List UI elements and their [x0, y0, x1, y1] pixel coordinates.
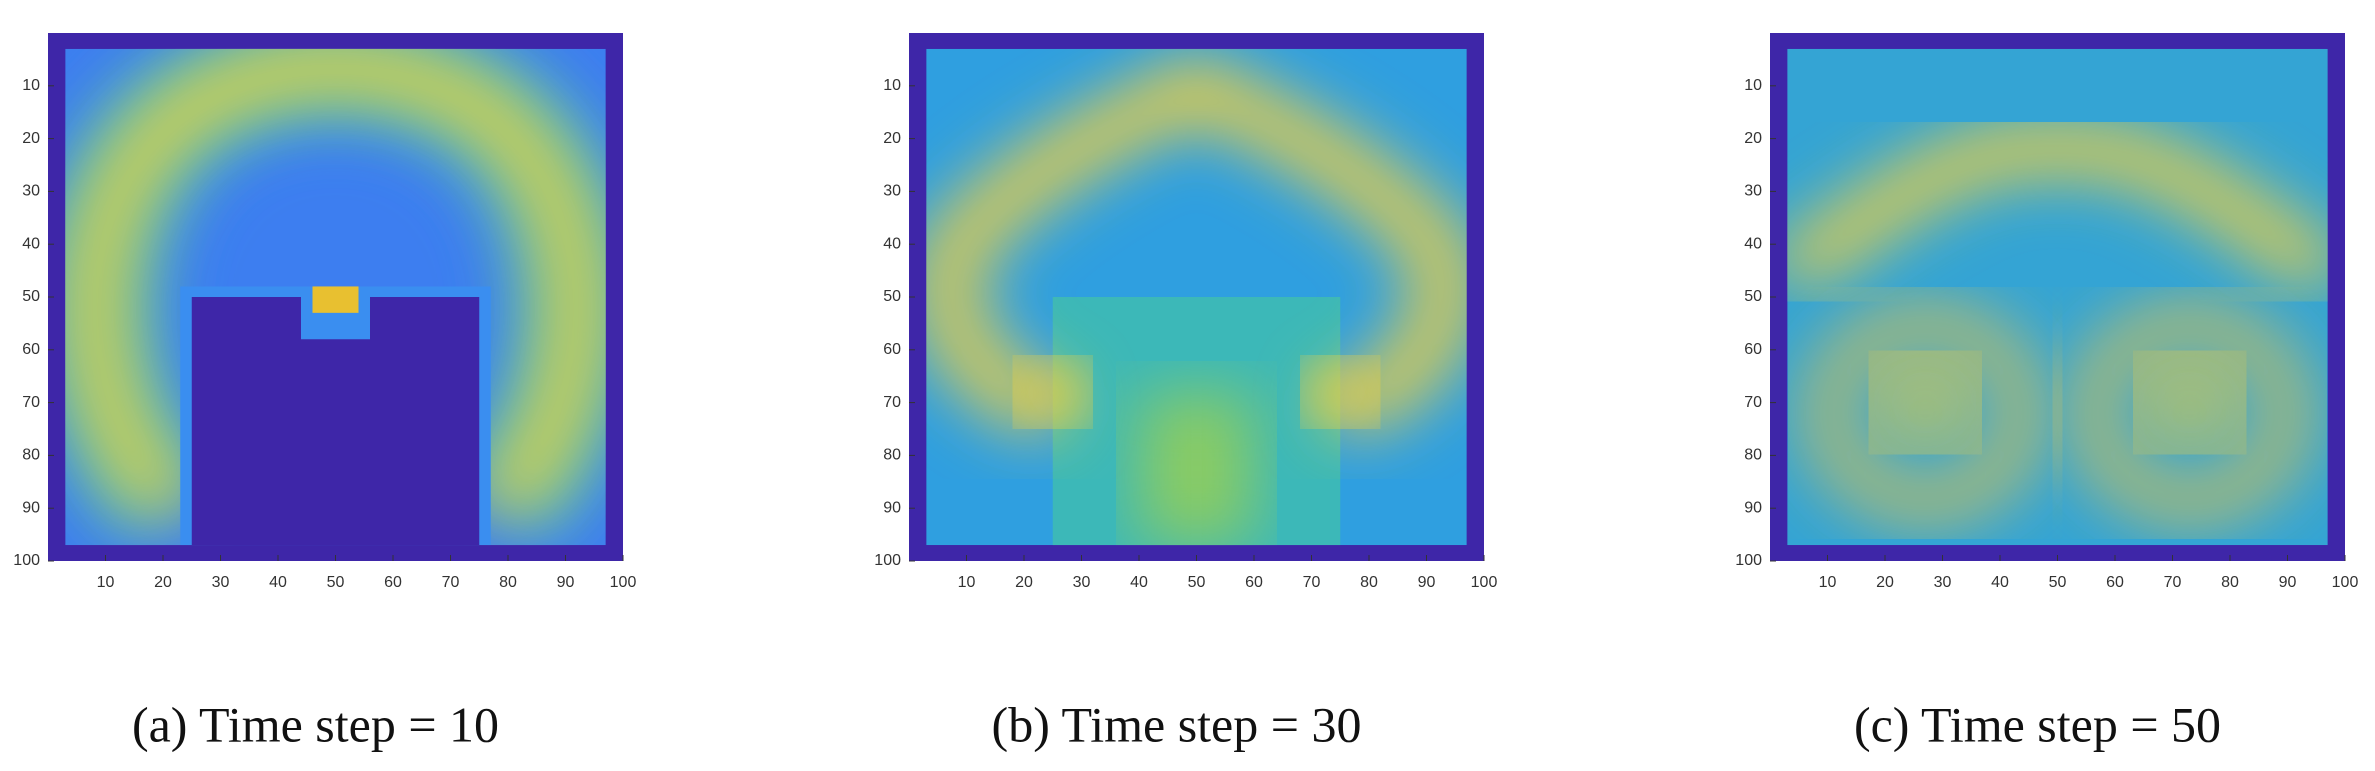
x-tick-label: 70	[2164, 574, 2182, 591]
x-tick-label: 80	[499, 574, 517, 591]
x-tick-label: 60	[2106, 574, 2124, 591]
y-tick-label: 10	[1744, 77, 1762, 94]
y-tick-label: 100	[1735, 552, 1762, 569]
y-tick-label: 60	[1744, 341, 1762, 358]
x-tick-label: 100	[610, 574, 637, 591]
y-tick-label: 50	[883, 288, 901, 305]
y-tick-label: 20	[883, 130, 901, 147]
y-tick-label: 90	[22, 499, 40, 516]
spiral	[1297, 352, 1384, 432]
x-tick-label: 60	[384, 574, 402, 591]
x-tick-label: 20	[154, 574, 172, 591]
x-tick-label: 90	[557, 574, 575, 591]
x-tick-label: 30	[1073, 574, 1091, 591]
spot	[312, 286, 359, 313]
x-tick-label: 100	[2332, 574, 2359, 591]
y-tick-label: 30	[22, 183, 40, 200]
x-tick-label: 40	[269, 574, 287, 591]
y-tick-label: 50	[1744, 288, 1762, 305]
x-tick-label: 80	[2221, 574, 2239, 591]
x-tick-label: 10	[97, 574, 115, 591]
y-tick-label: 40	[22, 235, 40, 252]
x-tick-label: 10	[1819, 574, 1837, 591]
x-tick-label: 80	[1360, 574, 1378, 591]
y-tick-label: 60	[22, 341, 40, 358]
x-tick-label: 100	[1471, 574, 1498, 591]
y-tick-label: 80	[883, 447, 901, 464]
y-tick-label: 40	[1744, 235, 1762, 252]
x-tick-label: 20	[1015, 574, 1033, 591]
y-tick-label: 70	[883, 394, 901, 411]
x-tick-label: 90	[2279, 574, 2297, 591]
heatmap	[926, 48, 1467, 546]
band	[68, 48, 603, 525]
x-tick-label: 50	[1188, 574, 1206, 591]
x-tick-label: 60	[1245, 574, 1263, 591]
x-tick-label: 70	[1303, 574, 1321, 591]
caption: (c) Time step = 50	[1854, 696, 2221, 752]
y-tick-label: 80	[1744, 447, 1762, 464]
y-tick-label: 80	[22, 447, 40, 464]
x-tick-label: 50	[2049, 574, 2067, 591]
y-tick-label: 70	[22, 394, 40, 411]
caption: (b) Time step = 30	[992, 696, 1362, 752]
caption: (a) Time step = 10	[132, 696, 499, 752]
band	[926, 55, 1467, 439]
spiral	[2135, 352, 2245, 453]
y-tick-label: 10	[22, 77, 40, 94]
spiral	[1009, 352, 1096, 432]
x-tick-label: 30	[1934, 574, 1952, 591]
y-tick-label: 40	[883, 235, 901, 252]
x-tick-label: 30	[212, 574, 230, 591]
x-tick-label: 20	[1876, 574, 1894, 591]
spiral	[1870, 352, 1980, 453]
x-tick-label: 40	[1991, 574, 2009, 591]
y-tick-label: 30	[883, 183, 901, 200]
spiral	[2074, 307, 2305, 519]
block	[191, 297, 480, 546]
y-tick-label: 30	[1744, 183, 1762, 200]
x-tick-label: 50	[327, 574, 345, 591]
y-tick-label: 60	[883, 341, 901, 358]
y-tick-label: 70	[1744, 394, 1762, 411]
y-tick-label: 100	[13, 552, 40, 569]
y-tick-label: 100	[874, 552, 901, 569]
y-tick-label: 90	[1744, 499, 1762, 516]
spiral	[1810, 307, 2041, 519]
heatmap	[65, 48, 606, 546]
heatmap	[1787, 48, 2328, 546]
x-tick-label: 90	[1418, 574, 1436, 591]
x-tick-label: 70	[442, 574, 460, 591]
y-tick-label: 50	[22, 288, 40, 305]
y-tick-label: 10	[883, 77, 901, 94]
y-tick-label: 20	[22, 130, 40, 147]
x-tick-label: 40	[1130, 574, 1148, 591]
y-tick-label: 20	[1744, 130, 1762, 147]
column	[1139, 392, 1254, 546]
band	[1787, 124, 2328, 295]
y-tick-label: 90	[883, 499, 901, 516]
x-tick-label: 10	[958, 574, 976, 591]
